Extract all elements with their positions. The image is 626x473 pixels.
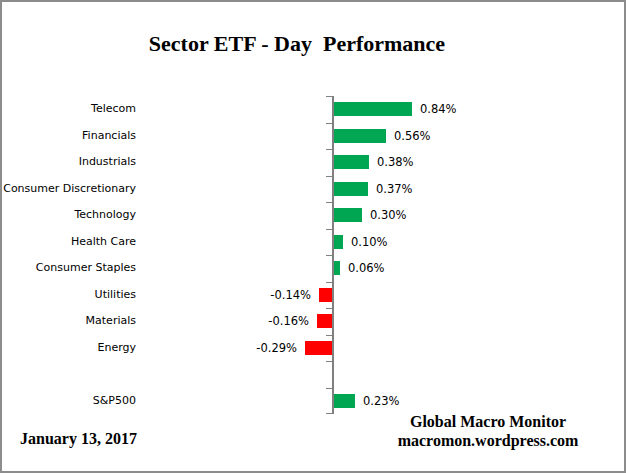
axis-tick xyxy=(326,123,332,124)
axis-tick xyxy=(326,335,332,336)
bar-financials xyxy=(334,129,386,143)
category-label-health-care: Health Care xyxy=(71,235,136,248)
value-label-materials: -0.16% xyxy=(268,314,309,328)
value-label-industrials: 0.38% xyxy=(377,155,414,169)
chart-title: Sector ETF - Day Performance xyxy=(2,31,592,57)
axis-tick xyxy=(326,176,332,177)
value-label-health-care: 0.10% xyxy=(351,235,388,249)
axis-tick xyxy=(326,413,332,414)
bar-materials xyxy=(317,314,332,328)
category-label-materials: Materials xyxy=(86,314,136,327)
category-label-financials: Financials xyxy=(82,129,136,142)
attribution-name: Global Macro Monitor xyxy=(348,412,626,431)
bar-energy xyxy=(305,341,332,355)
category-label-telecom: Telecom xyxy=(91,102,136,115)
bar-s-p500 xyxy=(334,394,355,408)
category-label-s-p500: S&P500 xyxy=(93,394,136,407)
attribution-block: Global Macro Monitor macromon.wordpress.… xyxy=(348,412,626,450)
bar-industrials xyxy=(334,155,369,169)
value-label-utilities: -0.14% xyxy=(270,288,311,302)
chart-area: Telecom 0.84% Financials 0.56% Industrials 0.… xyxy=(2,96,624,414)
value-label-financials: 0.56% xyxy=(394,129,431,143)
axis-tick xyxy=(326,308,332,309)
bar-health-care xyxy=(334,235,343,249)
axis-tick xyxy=(326,282,332,283)
category-label-utilities: Utilities xyxy=(95,288,136,301)
value-label-consumer-staples: 0.06% xyxy=(348,261,385,275)
bar-utilities xyxy=(319,288,332,302)
value-label-consumer-discretionary: 0.37% xyxy=(376,182,413,196)
chart-frame: Sector ETF - Day Performance Telecom 0.84… xyxy=(0,0,626,473)
axis-tick xyxy=(326,96,332,97)
bar-consumer-discretionary xyxy=(334,182,368,196)
bar-telecom xyxy=(334,102,412,116)
attribution-url: macromon.wordpress.com xyxy=(348,431,626,450)
category-label-technology: Technology xyxy=(74,208,136,221)
axis-tick xyxy=(326,388,332,389)
axis-tick xyxy=(326,229,332,230)
category-label-energy: Energy xyxy=(97,341,136,354)
bar-consumer-staples xyxy=(334,261,340,275)
category-label-industrials: Industrials xyxy=(79,155,136,168)
category-label-consumer-staples: Consumer Staples xyxy=(36,261,136,274)
value-label-energy: -0.29% xyxy=(256,341,297,355)
axis-tick xyxy=(326,361,332,362)
bar-technology xyxy=(334,208,362,222)
value-label-telecom: 0.84% xyxy=(420,102,457,116)
axis-tick xyxy=(326,255,332,256)
category-label-consumer-discretionary: Consumer Discretionary xyxy=(3,182,136,195)
value-label-s-p500: 0.23% xyxy=(363,394,400,408)
axis-tick xyxy=(326,202,332,203)
date-label: January 13, 2017 xyxy=(20,430,137,448)
value-label-technology: 0.30% xyxy=(370,208,407,222)
axis-tick xyxy=(326,149,332,150)
category-axis-line xyxy=(332,96,334,414)
